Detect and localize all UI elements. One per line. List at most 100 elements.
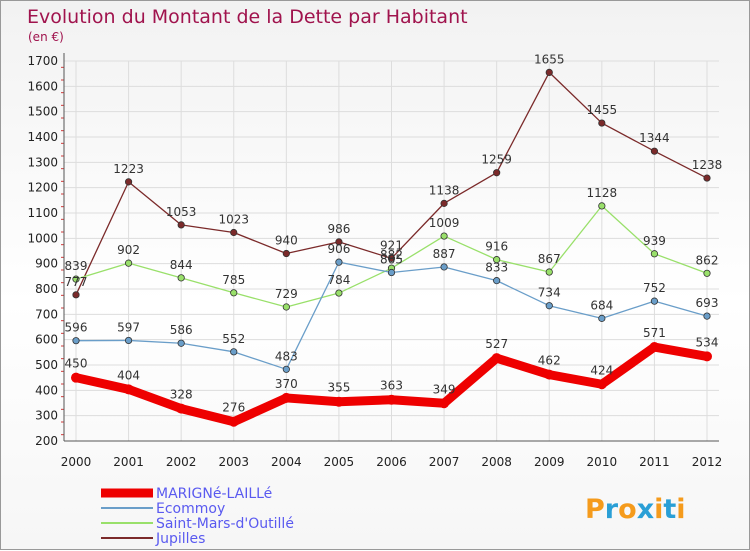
data-label: 684 [590,298,613,312]
data-label: 596 [65,321,88,335]
data-point [124,259,133,267]
logo-letter: i [676,494,685,525]
data-label: 693 [696,296,719,310]
y-tick-label: 500 [35,358,58,372]
data-point [598,314,606,322]
data-label: 729 [275,287,298,301]
data-point [493,169,501,177]
data-label: 867 [538,252,561,266]
data-point [124,178,133,186]
data-point [335,258,343,266]
data-point [598,202,606,210]
y-tick-label: 1300 [27,155,58,169]
axes: 200 300 400 500 600 700 800 900 1000 1100 1200 1300… [27,53,722,469]
data-point [545,302,553,310]
logo-letter: r [605,494,619,525]
y-tick-label: 900 [35,257,58,271]
data-point [545,268,553,276]
data-label: 586 [170,323,193,337]
data-point [491,353,502,364]
data-point [544,369,555,380]
data-label: 527 [485,337,508,351]
data-label: 404 [117,368,140,382]
x-tick-label: 2006 [376,455,407,469]
data-label: 785 [222,273,245,287]
data-point [493,277,501,285]
series-lines [71,68,712,427]
y-tick-label: 200 [35,434,58,448]
data-point [703,174,711,182]
data-label: 844 [170,258,193,272]
data-point [650,147,659,155]
data-label: 839 [65,259,88,273]
data-label: 882 [380,248,403,262]
data-label: 1223 [113,162,144,176]
data-point [493,256,501,264]
data-point [649,342,660,353]
logo-letter: t [663,494,676,525]
y-tick-label: 1100 [27,206,58,220]
data-labels: 777 1223 1053 1023 940 986 921 1138 1259 1655 1455… [65,52,723,414]
y-tick-label: 1200 [27,181,58,195]
data-point [703,312,711,320]
chart-title: Evolution du Montant de la Dette par Hab… [27,6,468,28]
data-label: 1138 [429,183,460,197]
x-tick-label: 2004 [271,455,302,469]
data-point [176,403,187,414]
legend-label: Ecommoy [156,501,225,517]
logo-letter: i [654,494,663,525]
x-tick-label: 2001 [113,455,144,469]
data-point [282,249,290,258]
data-label: 1023 [218,213,249,227]
data-label: 1128 [587,186,618,200]
data-label: 916 [485,240,508,254]
legend-label: Jupilles [155,531,205,547]
data-point [124,336,133,345]
data-label: 734 [538,286,561,300]
data-label: 906 [327,242,350,256]
y-tick-label: 400 [35,383,58,397]
data-label: 1344 [639,131,670,145]
data-point [545,68,553,77]
data-point [72,337,80,345]
x-tick-label: 2011 [639,455,670,469]
data-label: 1259 [481,153,512,167]
data-point [281,392,292,403]
data-label: 276 [222,401,245,415]
data-point [387,254,396,262]
y-tick-label: 300 [35,409,58,423]
x-tick-label: 2007 [429,455,460,469]
x-tick-label: 2009 [534,455,565,469]
y-tick-label: 1700 [27,54,58,68]
data-point [177,274,185,282]
data-point [177,221,185,229]
data-point [230,289,238,297]
logo-letter: o [618,494,637,525]
data-point [282,303,290,311]
data-point [703,269,711,277]
data-point [596,379,607,390]
data-label: 784 [327,273,350,287]
y-tick-label: 800 [35,282,58,296]
data-point [230,348,238,356]
data-point [177,339,185,347]
data-label: 370 [275,377,298,391]
x-tick-label: 2008 [481,455,512,469]
data-label: 752 [643,281,666,295]
x-tick-label: 2005 [324,455,355,469]
x-tick-label: 2000 [61,455,92,469]
data-label: 462 [538,354,561,368]
data-label: 940 [275,234,298,248]
data-point [439,398,450,409]
data-label: 597 [117,320,140,334]
chart-subtitle: (en €) [28,30,64,44]
data-label: 328 [170,388,193,402]
y-tick-label: 1600 [27,79,58,93]
data-point [333,396,344,407]
data-point [440,232,448,240]
data-label: 777 [65,275,88,289]
y-tick-label: 1400 [27,130,58,144]
data-point [123,384,134,395]
